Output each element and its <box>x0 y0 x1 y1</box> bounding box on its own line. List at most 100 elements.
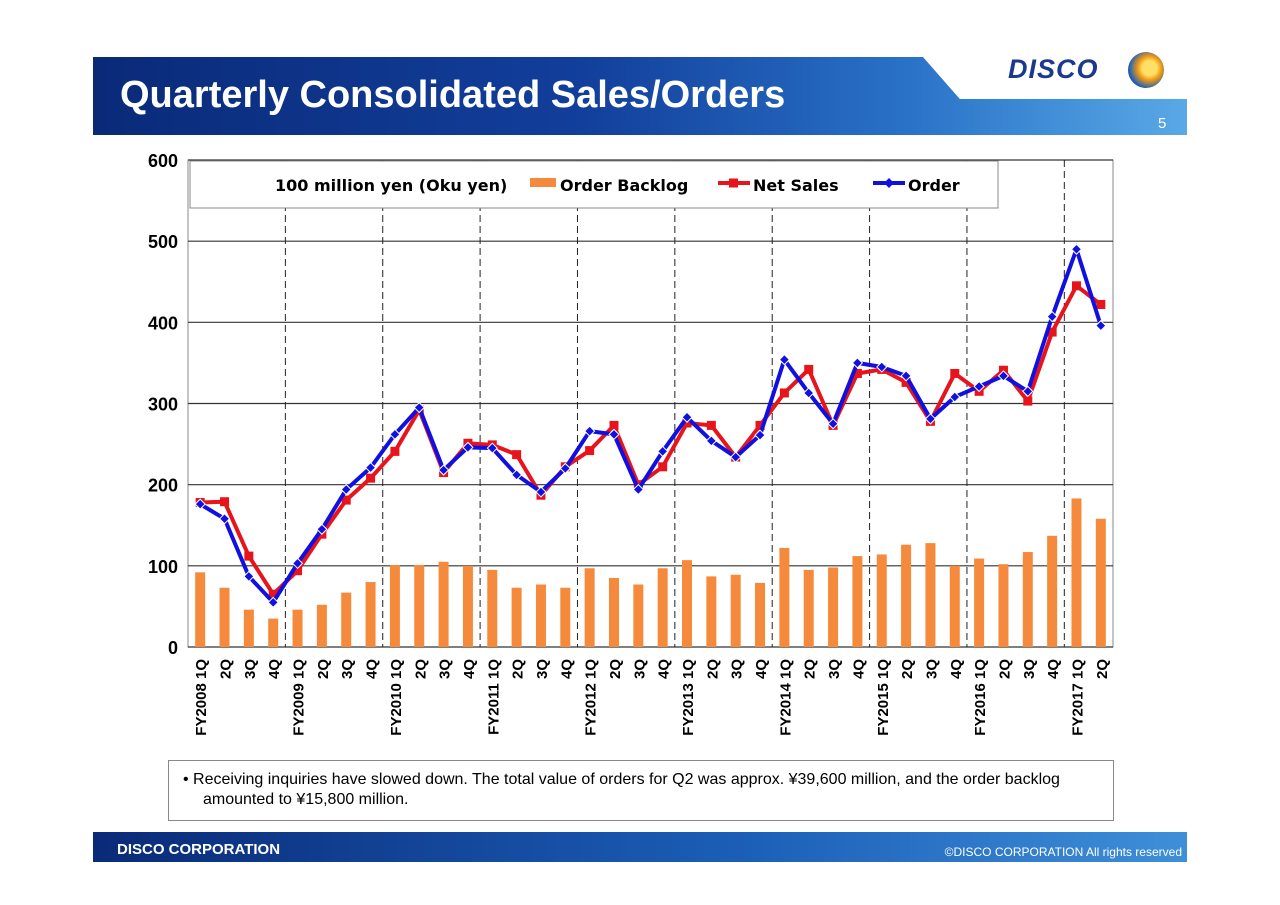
order-point <box>316 523 328 535</box>
x-tick-label: 4Q <box>656 659 673 679</box>
y-tick-label: 200 <box>148 476 178 496</box>
backlog-bar <box>462 565 473 647</box>
footer-band <box>93 832 1187 862</box>
x-tick-label: FY2008 1Q <box>193 659 210 736</box>
order-point <box>486 442 498 454</box>
backlog-bar <box>657 568 668 647</box>
x-tick-label: 4Q <box>850 659 867 679</box>
backlog-bar <box>876 554 887 647</box>
backlog-bar <box>779 547 790 647</box>
order-point <box>900 370 912 382</box>
order-point <box>413 401 425 414</box>
legend-backlog-swatch <box>530 178 556 187</box>
x-tick-label: FY2017 1Q <box>1069 659 1086 736</box>
x-tick-label: FY2013 1Q <box>680 659 697 736</box>
y-tick-label: 100 <box>148 557 178 577</box>
order-point <box>876 361 888 373</box>
order-point <box>754 429 766 441</box>
page-number: 5 <box>1158 115 1167 132</box>
backlog-bar <box>901 544 912 647</box>
order-point <box>389 428 401 441</box>
order-point <box>1046 310 1058 323</box>
y-tick-label: 300 <box>148 395 178 415</box>
footer-company: DISCO CORPORATION <box>117 841 281 858</box>
x-tick-label: FY2016 1Q <box>972 659 989 736</box>
order-point <box>1095 319 1107 332</box>
net-sales-point <box>585 446 595 456</box>
x-tick-label: FY2012 1Q <box>583 659 600 736</box>
order-point <box>632 483 644 496</box>
backlog-bar <box>389 565 400 647</box>
backlog-bar <box>755 582 766 647</box>
x-tick-label: 4Q <box>364 659 381 679</box>
footer-copyright: ©DISCO CORPORATION All rights reserved <box>944 845 1182 859</box>
unit-label: 100 million yen (Oku yen) <box>275 176 507 195</box>
backlog-bar <box>292 609 303 647</box>
net-sales-point <box>658 462 668 472</box>
backlog-bar <box>487 569 498 647</box>
x-tick-label: 3Q <box>242 659 259 679</box>
legend-backlog-label: Order Backlog <box>560 176 688 195</box>
order-point <box>608 428 620 441</box>
order-point <box>364 461 377 474</box>
x-tick-label: 4Q <box>266 659 283 679</box>
x-tick-label: 4Q <box>1045 659 1062 679</box>
backlog-bar <box>243 609 254 647</box>
x-tick-label: FY2015 1Q <box>875 659 892 736</box>
x-tick-label: 4Q <box>558 659 575 679</box>
order-point <box>267 596 279 609</box>
order-point <box>291 557 304 570</box>
net-sales-point <box>390 446 400 456</box>
net-sales-point <box>804 364 814 374</box>
x-tick-label: FY2009 1Q <box>291 659 308 736</box>
legend-order-label: Order <box>908 176 960 195</box>
net-sales-point <box>1096 299 1106 309</box>
backlog-bar <box>1095 518 1106 647</box>
backlog-bar <box>803 569 814 647</box>
page-title: Quarterly Consolidated Sales/Orders <box>120 74 786 116</box>
order-point <box>510 469 523 481</box>
order-point <box>559 462 571 475</box>
net-sales-point <box>366 473 376 483</box>
net-sales-point <box>220 497 230 507</box>
legend-order-marker <box>884 178 894 188</box>
backlog-bar <box>633 584 644 647</box>
net-sales-point <box>998 365 1008 375</box>
commentary-text: • Receiving inquiries have slowed down. … <box>183 771 1060 808</box>
x-tick-label: 4Q <box>753 659 770 679</box>
order-point <box>997 370 1010 382</box>
net-sales-point <box>244 551 254 561</box>
order-point <box>973 380 985 393</box>
backlog-bar <box>608 578 619 647</box>
backlog-bar <box>706 576 717 647</box>
backlog-bar <box>268 618 279 647</box>
x-tick-label: 2Q <box>1094 659 1111 679</box>
net-sales-point <box>706 420 716 430</box>
order-point <box>681 411 693 423</box>
backlog-bar <box>195 572 206 647</box>
backlog-bar <box>560 587 571 647</box>
order-point <box>1022 385 1034 397</box>
order-point <box>583 425 596 437</box>
net-sales-point <box>682 418 692 428</box>
order-point <box>194 498 206 510</box>
backlog-bar <box>998 564 1009 647</box>
net-sales-point <box>1023 396 1033 406</box>
net-sales-point <box>901 377 911 387</box>
x-tick-label: 3Q <box>339 659 356 679</box>
backlog-bar <box>730 574 741 647</box>
order-point <box>949 391 961 403</box>
order-point <box>535 486 547 498</box>
backlog-bar <box>852 556 863 647</box>
x-tick-label: 3Q <box>631 659 648 679</box>
backlog-bar <box>316 604 327 647</box>
net-sales-point <box>852 368 862 378</box>
disco-logo: DISCO <box>1008 54 1099 84</box>
backlog-bar <box>925 543 936 647</box>
x-tick-label: FY2011 1Q <box>485 659 502 735</box>
backlog-bar <box>682 560 693 647</box>
backlog-bar <box>535 584 546 647</box>
order-point <box>243 570 255 583</box>
chart: 0 100 200 300 400 500 600 FY2008 1Q 2Q 3Q 4Q FY2009… <box>148 151 1114 736</box>
backlog-bar <box>1022 552 1033 647</box>
